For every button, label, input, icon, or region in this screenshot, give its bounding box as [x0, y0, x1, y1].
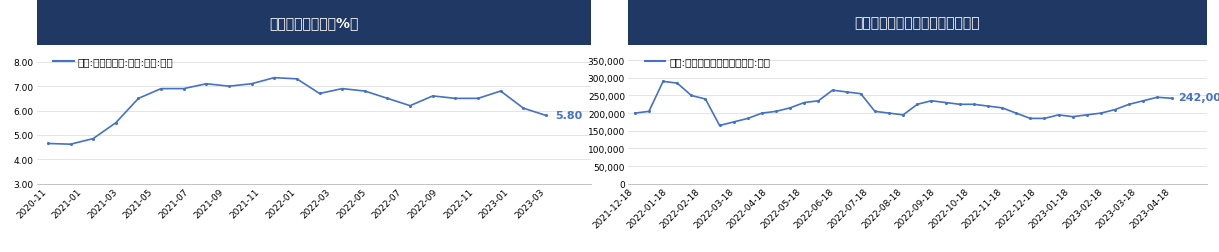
Text: 5.80: 5.80 [555, 111, 583, 121]
Legend: 美国:职位空缺率:非农:总计:季调: 美国:职位空缺率:非农:总计:季调 [52, 57, 173, 67]
Text: 美国职位空缺率（%）: 美国职位空缺率（%） [269, 16, 358, 30]
Text: 美国当周初请失业金人数（人次）: 美国当周初请失业金人数（人次） [855, 16, 980, 30]
Legend: 美国:当周初次申请失业金人数:季调: 美国:当周初次申请失业金人数:季调 [645, 57, 770, 67]
Text: 242,000.00: 242,000.00 [1179, 92, 1219, 102]
